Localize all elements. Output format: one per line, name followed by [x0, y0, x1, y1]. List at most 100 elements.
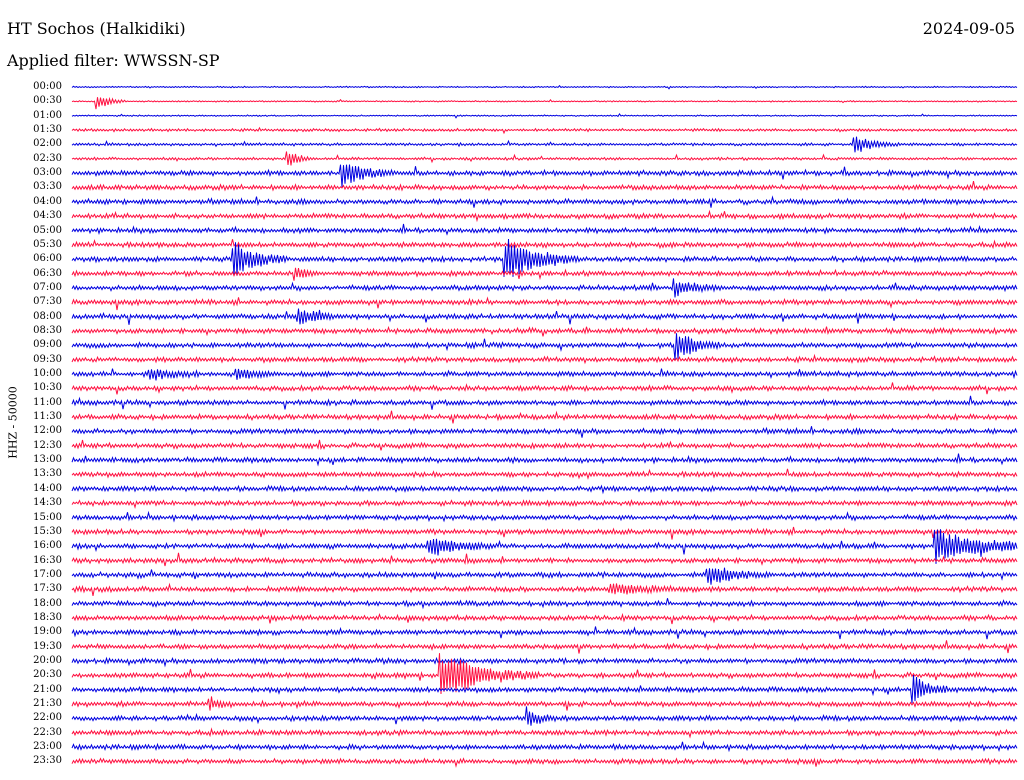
trace-row — [71, 410, 1018, 424]
time-label: 22:30 — [33, 726, 62, 738]
trace-row — [71, 757, 1018, 768]
time-label: 07:30 — [33, 296, 62, 308]
trace-row — [71, 223, 1018, 236]
trace-row — [71, 238, 1018, 277]
trace-row — [71, 484, 1018, 495]
time-label: 10:00 — [33, 368, 62, 379]
station-title: HT Sochos (Halkidiki) — [7, 19, 186, 38]
time-label: 04:00 — [33, 195, 62, 207]
trace-row — [71, 296, 1018, 311]
trace-row — [71, 674, 1018, 704]
time-label: 14:00 — [33, 482, 62, 494]
trace-row — [71, 499, 1018, 509]
time-label: 05:00 — [33, 224, 62, 236]
trace-row — [71, 582, 1018, 596]
trace-row — [71, 626, 1018, 640]
trace-row — [71, 727, 1018, 739]
time-label: 23:30 — [33, 755, 62, 767]
trace-row — [71, 656, 1018, 668]
trace-row — [71, 267, 1018, 281]
time-label: 18:30 — [33, 611, 62, 623]
time-label: 03:00 — [33, 167, 62, 179]
trace-row — [71, 164, 1018, 188]
trace-row — [71, 96, 1018, 110]
trace-row — [71, 612, 1018, 625]
time-label: 11:00 — [33, 396, 62, 408]
trace-row — [71, 353, 1018, 365]
time-label: 00:30 — [33, 95, 62, 107]
trace-row — [71, 439, 1018, 451]
time-label: 20:30 — [33, 669, 62, 681]
trace-row — [71, 195, 1018, 208]
trace-row — [71, 529, 1018, 564]
time-label: 00:00 — [33, 81, 62, 92]
trace-row — [71, 653, 1018, 695]
time-label: 08:00 — [33, 310, 62, 322]
time-label: 08:30 — [33, 324, 62, 336]
time-label: 20:00 — [33, 655, 62, 666]
trace-row — [71, 84, 1018, 90]
time-label: 01:00 — [33, 109, 62, 121]
time-label: 16:30 — [33, 554, 62, 566]
time-label: 21:30 — [33, 698, 62, 710]
time-label: 16:00 — [33, 540, 62, 552]
time-label: 09:00 — [33, 339, 62, 351]
time-label: 17:00 — [33, 568, 62, 580]
time-label: 04:30 — [33, 210, 62, 222]
time-label: 23:00 — [33, 741, 62, 753]
trace-row — [71, 395, 1018, 410]
trace-row — [71, 740, 1018, 753]
trace-row — [71, 136, 1018, 153]
trace-row — [71, 382, 1018, 395]
time-label: 06:00 — [33, 253, 62, 265]
trace-row — [71, 706, 1018, 726]
time-label: 09:30 — [33, 353, 62, 365]
time-label: 02:00 — [33, 138, 62, 150]
time-label: 12:00 — [33, 425, 62, 437]
time-label: 11:30 — [33, 411, 62, 423]
time-label: 02:30 — [33, 152, 62, 164]
time-label: 12:30 — [33, 439, 62, 451]
trace-row — [71, 567, 1018, 585]
time-label: 13:30 — [33, 468, 62, 480]
trace-row — [71, 126, 1018, 135]
trace-row — [71, 278, 1018, 298]
time-label: 17:30 — [33, 583, 62, 595]
trace-row — [71, 333, 1018, 360]
time-label: 22:00 — [33, 712, 62, 724]
trace-row — [71, 510, 1018, 523]
trace-row — [71, 238, 1018, 250]
trace-row — [71, 209, 1018, 223]
date-label: 2024-09-05 — [922, 19, 1015, 38]
time-label: 19:30 — [33, 640, 62, 652]
time-label: 21:00 — [33, 683, 62, 695]
trace-row — [71, 696, 1018, 711]
trace-row — [71, 526, 1018, 540]
time-label: 15:30 — [33, 525, 62, 537]
time-label: 15:00 — [33, 511, 62, 523]
filter-label: Applied filter: WWSSN-SP — [7, 51, 220, 70]
time-label: 07:00 — [33, 281, 62, 293]
time-label: 05:30 — [33, 238, 62, 250]
trace-row — [71, 112, 1018, 119]
time-label: 19:00 — [33, 626, 62, 638]
time-label: 10:30 — [33, 382, 62, 394]
trace-row — [71, 453, 1018, 467]
trace-row — [71, 598, 1018, 610]
time-label: 03:30 — [33, 181, 62, 193]
trace-row — [71, 468, 1018, 480]
time-label: 13:00 — [33, 454, 62, 466]
time-label: 06:30 — [33, 267, 62, 279]
trace-row — [71, 640, 1018, 654]
trace-row — [71, 181, 1018, 192]
time-label: 18:00 — [33, 597, 62, 609]
trace-row — [71, 426, 1018, 438]
trace-row — [71, 308, 1018, 325]
trace-row — [71, 552, 1018, 567]
trace-row — [71, 368, 1018, 381]
trace-row — [71, 325, 1018, 337]
time-label: 14:30 — [33, 497, 62, 509]
trace-row — [71, 151, 1018, 166]
time-label: 01:30 — [33, 124, 62, 136]
